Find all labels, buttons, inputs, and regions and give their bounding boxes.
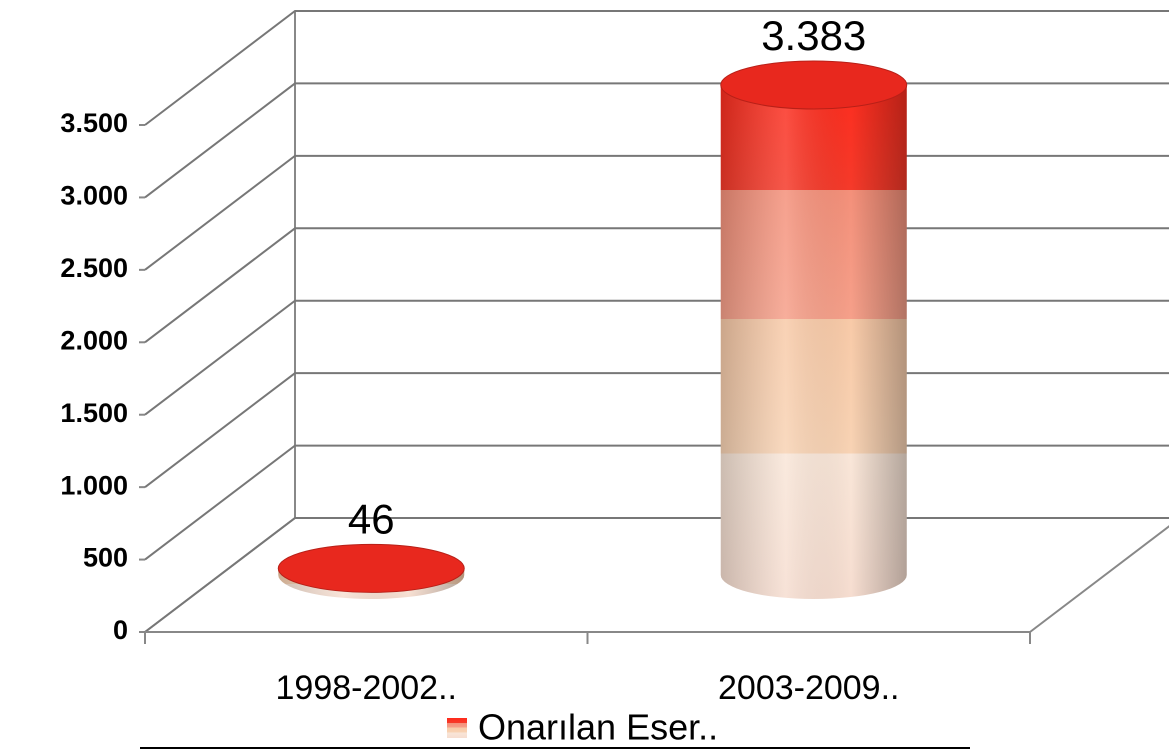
cylinder-shade — [278, 568, 465, 599]
x-tick-label: 2003-2009.. — [718, 669, 900, 707]
y-tick-label: 500 — [83, 543, 128, 573]
grid-line — [144, 10, 1169, 126]
y-tick-label: 2.500 — [60, 253, 128, 283]
cylinder-top — [720, 60, 908, 110]
x-tick-label: 1998-2002.. — [276, 669, 458, 707]
data-label: 3.383 — [761, 12, 866, 59]
grid-line — [144, 372, 1169, 488]
y-tick-label: 0 — [113, 615, 128, 645]
y-tick-label: 3.500 — [60, 108, 128, 138]
cylinder-shade — [720, 84, 907, 599]
grid-line — [144, 227, 1169, 344]
grid-line — [144, 154, 1169, 271]
floor-right-edge — [1029, 525, 1169, 633]
legend-label: Onarılan Eser.. — [478, 707, 718, 748]
cylinder-top — [277, 543, 465, 593]
y-tick-label: 1.000 — [60, 470, 128, 500]
grid-line — [144, 444, 1169, 561]
y-tick-label: 3.000 — [60, 181, 128, 211]
data-label: 46 — [348, 495, 395, 542]
y-tick-label: 1.500 — [60, 398, 128, 428]
y-tick-label: 2.000 — [60, 325, 128, 355]
grid-line — [144, 299, 1169, 416]
legend-swatch — [447, 718, 467, 738]
grid-line — [144, 82, 1169, 199]
